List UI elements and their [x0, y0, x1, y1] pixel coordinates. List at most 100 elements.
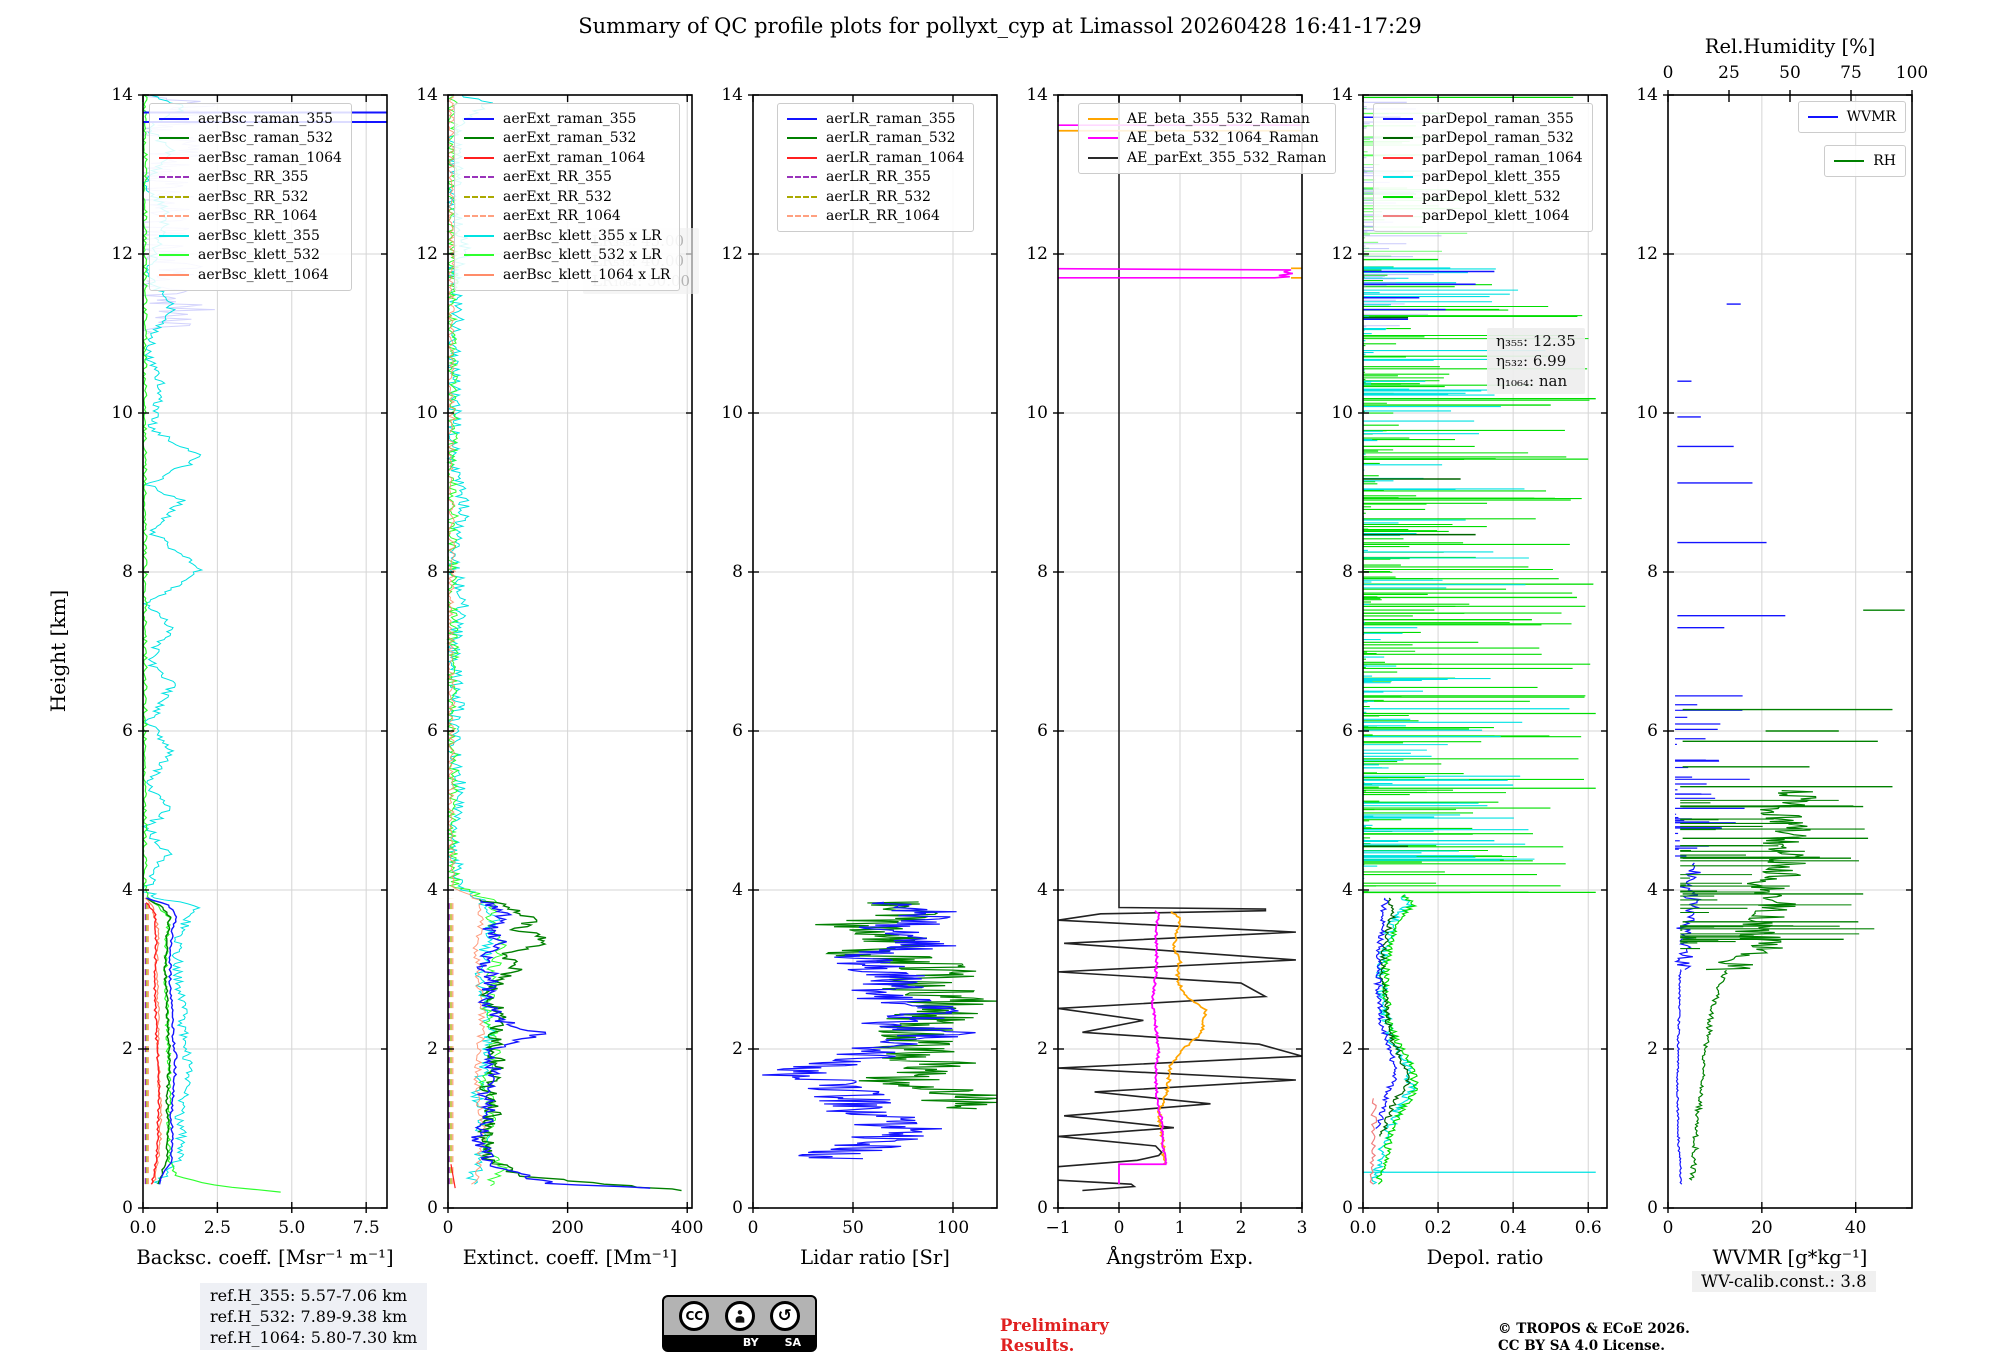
y-tick-label: 0	[732, 1198, 743, 1218]
legend-item-parDepol_klett_355: parDepol_klett_355	[1383, 168, 1583, 188]
y-tick-label: 6	[1342, 721, 1353, 741]
series-aerBsc_klett_1064_x_LR	[446, 96, 488, 1185]
x-axis-label: Ångström Exp.	[1106, 1246, 1254, 1269]
x-tick-label: 100	[936, 1218, 970, 1238]
legend-item-label: AE_beta_532_1064_Raman	[1127, 130, 1319, 147]
legend-item-parDepol_klett_532: parDepol_klett_532	[1383, 187, 1583, 207]
cc-icon-label: CC	[685, 1309, 704, 1323]
x-tick-label: 2.5	[203, 1218, 231, 1238]
legend-backscatter-0: aerBsc_raman_355 aerBsc_raman_532 aerBsc_r…	[149, 103, 352, 291]
legend-item-aerExt_RR_532: aerExt_RR_532	[464, 187, 670, 207]
series-AE_parExt_bottom	[1057, 1179, 1137, 1192]
series-aerLR_raman_355	[762, 901, 976, 1160]
legend-depol-ratio-0: parDepol_raman_355 parDepol_raman_532 parD…	[1373, 103, 1593, 232]
y-tick-label: 0	[1037, 1198, 1048, 1218]
legend-item-label: aerBsc_RR_355	[198, 169, 309, 186]
legend-item-label: parDepol_raman_532	[1422, 130, 1574, 147]
y-tick-label: 14	[1331, 85, 1353, 105]
series-aerLR_raman_532	[815, 901, 998, 1110]
legend-item-aerExt_raman_355: aerExt_raman_355	[464, 109, 670, 129]
legend-line-sample	[1383, 156, 1413, 159]
y-tick-label: 12	[1331, 244, 1353, 264]
legend-item-label: AE_beta_355_532_Raman	[1127, 110, 1310, 127]
legend-item-parDepol_raman_1064: parDepol_raman_1064	[1383, 148, 1583, 168]
x-tick-label: 0.2	[1424, 1218, 1452, 1238]
cc-badge-icons: CC ↺	[664, 1301, 815, 1331]
x-tick-label: 0	[747, 1218, 759, 1238]
legend-item-label: aerBsc_klett_1064	[198, 266, 329, 283]
legend-item-label: aerExt_RR_532	[503, 188, 612, 205]
legend-line-sample	[159, 117, 189, 120]
legend-item-AE_parExt_355_532_Raman: AE_parExt_355_532_Raman	[1088, 148, 1326, 168]
legend-item-aerExt_RR_355: aerExt_RR_355	[464, 168, 670, 188]
series-aerBsc_klett_355	[141, 94, 204, 1185]
legend-line-sample	[159, 234, 189, 237]
plot-angstroem-canvas	[1053, 94, 1303, 1213]
legend-item-aerLR_raman_532: aerLR_raman_532	[787, 129, 964, 149]
preliminary-results-note: Preliminary Results.	[1000, 1316, 1109, 1356]
annotation-line: η₅₃₂: 6.99	[1496, 352, 1567, 370]
legend-line-sample	[1807, 115, 1838, 118]
x-axis-label: Lidar ratio [Sr]	[800, 1246, 950, 1269]
legend-item-label: WVMR	[1846, 108, 1896, 125]
y-tick-label: 10	[111, 403, 133, 423]
legend-item-parDepol_raman_532: parDepol_raman_532	[1383, 129, 1583, 149]
legend-item-aerBsc_raman_532: aerBsc_raman_532	[159, 129, 342, 149]
legend-line-sample	[464, 176, 494, 179]
y-tick-label: 2	[122, 1039, 133, 1059]
y-tick-label: 8	[1647, 562, 1658, 582]
series-parDepol_klett_532	[1375, 894, 1419, 1185]
plot-wvmr-rh: 0 20 40 0 2 4 6 8 10 12 14 WVMR [g*kg⁻¹] 0 25 50 75 100 R…	[1636, 35, 1928, 1269]
legend-line-sample	[464, 215, 494, 218]
y-tick-label: 8	[732, 562, 743, 582]
y-tick-label: 14	[1636, 85, 1658, 105]
y-tick-label: 14	[111, 85, 133, 105]
series-aerBsc_raman_532	[146, 897, 172, 1185]
legend-item-label: aerBsc_RR_1064	[198, 208, 318, 225]
legend-item-aerBsc_RR_355: aerBsc_RR_355	[159, 168, 342, 188]
preliminary-line2: Results.	[1000, 1336, 1075, 1355]
legend-item-label: AE_parExt_355_532_Raman	[1127, 149, 1327, 166]
x-tick-label: 0	[1662, 1218, 1674, 1238]
series-AE_parExt_355_532_Raman	[1057, 95, 1303, 1168]
y-tick-label: 10	[1331, 403, 1353, 423]
y-tick-label: 4	[122, 880, 133, 900]
cc-badge-bar: BY SA	[664, 1335, 815, 1350]
plot-angstroem: −1 0 1 2 3 0 2 4 6 8 10 12 14 Ångström Exp. AE_beta_35…	[1026, 85, 1337, 1269]
y-tick-label: 4	[1647, 880, 1658, 900]
legend-line-sample	[1834, 159, 1865, 162]
y-tick-label: 8	[427, 562, 438, 582]
legend-line-sample	[464, 254, 494, 257]
x-tick-label: 1	[1174, 1218, 1186, 1238]
y-tick-label: 12	[416, 244, 438, 264]
cc-by-person-icon	[724, 1301, 755, 1331]
y-tick-label: 2	[1647, 1039, 1658, 1059]
y-tick-label: 6	[427, 721, 438, 741]
legend-item-aerBsc_RR_532: aerBsc_RR_532	[159, 187, 342, 207]
legend-angstroem-0: AE_beta_355_532_Raman AE_beta_532_1064_Ra…	[1078, 103, 1337, 174]
legend-item-aerLR_raman_355: aerLR_raman_355	[787, 109, 964, 129]
y-tick-label: 14	[1026, 85, 1048, 105]
legend-item-label: aerBsc_klett_532	[198, 247, 320, 264]
legend-item-aerBsc_raman_1064: aerBsc_raman_1064	[159, 148, 342, 168]
legend-line-sample	[1088, 156, 1118, 159]
legend-item-label: parDepol_raman_355	[1422, 110, 1574, 127]
legend-item-aerBsc_klett_1064: aerBsc_klett_1064	[159, 265, 342, 285]
y-tick-label: 8	[122, 562, 133, 582]
y-tick-label: 6	[122, 721, 133, 741]
x-tick-label: 20	[1751, 1218, 1773, 1238]
preliminary-line1: Preliminary	[1000, 1316, 1109, 1335]
series-aerBsc_raman_355	[146, 897, 178, 1185]
y-tick-label: 14	[416, 85, 438, 105]
legend-item-parDepol_raman_355: parDepol_raman_355	[1383, 109, 1583, 129]
legend-item-aerBsc_klett_532: aerBsc_klett_532	[159, 246, 342, 266]
y-tick-label: 4	[427, 880, 438, 900]
ref-h-1064: ref.H_1064: 5.80-7.30 km	[210, 1328, 418, 1347]
legend-item-label: aerExt_RR_355	[503, 169, 612, 186]
legend-lidar-ratio-0: aerLR_raman_355 aerLR_raman_532 aerLR_rama…	[777, 103, 975, 232]
y-tick-label: 8	[1037, 562, 1048, 582]
series-WVMR_lower	[1675, 969, 1683, 1185]
cc-sa-label: SA	[784, 1336, 801, 1349]
top-tick-label: 50	[1779, 63, 1801, 83]
y-tick-label: 12	[1026, 244, 1048, 264]
